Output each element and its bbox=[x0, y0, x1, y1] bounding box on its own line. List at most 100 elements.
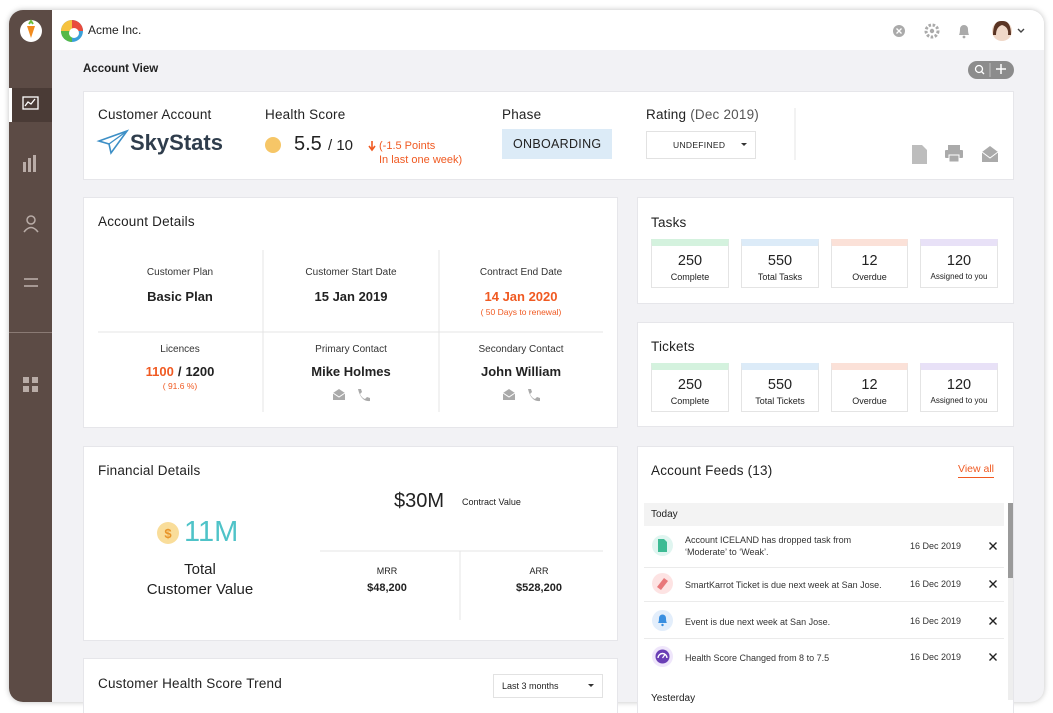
group-label: Today bbox=[651, 509, 678, 520]
total-label: Total bbox=[184, 561, 216, 578]
sidebar-active bbox=[9, 88, 52, 122]
scrollbar[interactable] bbox=[1008, 503, 1013, 700]
arr: $528,200 bbox=[516, 582, 562, 594]
licence-value: 1100/1200 bbox=[146, 364, 215, 379]
phase-badge bbox=[502, 129, 612, 159]
feed-dismiss[interactable] bbox=[989, 653, 997, 661]
card-title: Tickets bbox=[651, 339, 695, 354]
feed-text: SmartKarrot Ticket is due next week at S… bbox=[685, 580, 882, 590]
sky-logo bbox=[96, 129, 130, 155]
contact-phone[interactable] bbox=[356, 388, 370, 402]
group-label: Yesterday bbox=[651, 693, 696, 704]
stat-box bbox=[920, 239, 998, 288]
rating-dropdown[interactable] bbox=[646, 131, 756, 159]
feed-dismiss[interactable] bbox=[989, 542, 997, 550]
stat-label: Total Tasks bbox=[757, 272, 803, 282]
currency-badge bbox=[157, 522, 179, 544]
nav-apps[interactable] bbox=[23, 377, 38, 392]
stat-value: 250 bbox=[677, 377, 703, 393]
range: Last 3 months bbox=[502, 681, 559, 691]
caret bbox=[588, 684, 594, 687]
health-dot bbox=[265, 137, 281, 153]
stat-box bbox=[831, 363, 908, 412]
cell-label: Primary Contact bbox=[315, 344, 387, 355]
arr-label: ARR bbox=[529, 566, 549, 576]
print-icon[interactable] bbox=[945, 145, 963, 163]
stat-box bbox=[920, 363, 998, 412]
feed-icon bbox=[652, 610, 673, 631]
financial-card bbox=[83, 446, 618, 641]
feed-separator bbox=[644, 567, 1004, 568]
stat-value: 250 bbox=[677, 253, 703, 269]
contact-mail[interactable] bbox=[332, 389, 346, 401]
phase: ONBOARDING bbox=[513, 137, 602, 151]
stat-label: Complete bbox=[670, 272, 710, 282]
feed-separator bbox=[644, 601, 1004, 602]
feed-icon bbox=[652, 535, 673, 556]
cell-label: Customer Plan bbox=[146, 267, 214, 278]
feed-text: Health Score Changed from 8 to 7.5 bbox=[685, 653, 830, 663]
mail-icon[interactable] bbox=[981, 146, 999, 162]
scroll-thumb[interactable] bbox=[1008, 503, 1013, 578]
top-bar bbox=[52, 10, 1044, 50]
mrr: $48,200 bbox=[367, 582, 407, 594]
mrr-label: MRR bbox=[376, 566, 398, 576]
label: Health Score bbox=[265, 107, 346, 122]
health-change-note: In last one week) bbox=[379, 154, 463, 166]
nav-users[interactable] bbox=[23, 215, 39, 233]
avatar[interactable] bbox=[992, 20, 1025, 41]
cell-value: John William bbox=[480, 364, 562, 379]
cell-note: ( 91.6 %) bbox=[162, 381, 198, 391]
stat-label: Complete bbox=[670, 396, 710, 406]
search-add[interactable] bbox=[968, 61, 1014, 79]
settings[interactable] bbox=[924, 23, 940, 39]
feed-dismiss[interactable] bbox=[989, 580, 997, 588]
card-title: Financial Details bbox=[98, 463, 201, 478]
close-circle[interactable] bbox=[893, 25, 905, 37]
contract-value: $30M bbox=[394, 490, 445, 512]
pdf-icon[interactable] bbox=[912, 145, 927, 164]
contact-mail[interactable] bbox=[502, 389, 516, 401]
company-name: Acme Inc. bbox=[88, 23, 142, 37]
feed-text: Account ICELAND has dropped task from ‘M… bbox=[685, 535, 852, 557]
feed-dismiss[interactable] bbox=[989, 617, 997, 625]
rating-period: (Dec 2019) bbox=[690, 107, 759, 122]
summary-icons bbox=[741, 108, 999, 164]
stat-value: 120 bbox=[946, 253, 972, 269]
label: Phase bbox=[502, 107, 542, 122]
group-header bbox=[644, 503, 1004, 526]
down-arrow bbox=[368, 141, 376, 152]
stat-value: 12 bbox=[861, 253, 878, 269]
nav-dashboard[interactable] bbox=[22, 96, 39, 110]
nav-workflows[interactable] bbox=[24, 278, 38, 287]
nav-reports[interactable] bbox=[23, 155, 36, 172]
card-title: Account Feeds (13) bbox=[651, 463, 773, 478]
stat-value: 550 bbox=[767, 377, 793, 393]
feed-icon bbox=[652, 573, 673, 594]
cell-value: Mike Holmes bbox=[311, 364, 391, 379]
rating: UNDEFINED bbox=[673, 140, 726, 150]
stat-box bbox=[741, 363, 819, 412]
view-all[interactable]: View all bbox=[958, 463, 994, 478]
feed-date: 16 Dec 2019 bbox=[910, 616, 962, 626]
card-title: Customer Health Score Trend bbox=[98, 676, 282, 691]
notifications[interactable] bbox=[959, 25, 969, 39]
cell-value: 15 Jan 2019 bbox=[314, 289, 388, 304]
stat-label: Overdue bbox=[852, 272, 887, 282]
currency-symbol: $ bbox=[164, 526, 172, 541]
range-dropdown[interactable] bbox=[493, 674, 603, 698]
total-value: 11M bbox=[184, 516, 239, 548]
stat-box bbox=[651, 363, 729, 412]
stat-value: 12 bbox=[861, 377, 878, 393]
trend-card bbox=[83, 658, 618, 713]
customer-name: SkyStats bbox=[130, 130, 223, 155]
licence-separator: / bbox=[177, 364, 182, 379]
feed-text: Event is due next week at San Jose. bbox=[685, 617, 831, 627]
licence-used: 1100 bbox=[145, 364, 174, 379]
feeds-card bbox=[637, 446, 1014, 713]
licence-total: 1200 bbox=[185, 364, 215, 379]
cell-label: Customer Start Date bbox=[305, 267, 397, 278]
contact-phone[interactable] bbox=[526, 388, 540, 402]
stat-label: Assigned to you bbox=[930, 272, 988, 281]
